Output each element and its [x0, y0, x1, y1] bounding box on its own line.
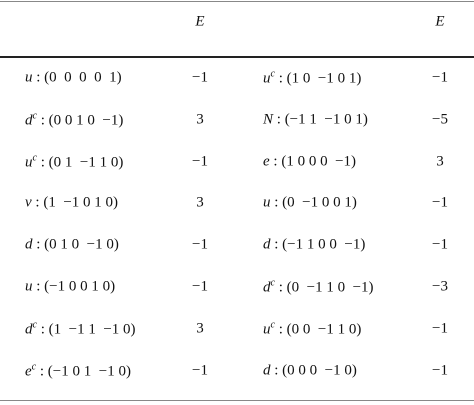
superscript: c: [270, 319, 275, 331]
particle: u: [263, 321, 271, 338]
particle-cell: u : (0 −1 0 0 1): [263, 195, 357, 212]
particle-cell: dc : (0 −1 1 0 −1): [263, 278, 374, 297]
particle-cell: d : (0 1 0 −1 0): [25, 237, 119, 254]
e-value: −1: [432, 236, 448, 253]
particle-cell: u : (0 0 0 0 1): [25, 70, 122, 87]
particle: e: [263, 153, 270, 170]
separator: :: [274, 279, 287, 296]
superscript: c: [32, 319, 37, 331]
particle: u: [25, 278, 33, 295]
header-rule: [0, 56, 474, 58]
charge-vector: (0 0 0 −1 0): [282, 362, 357, 379]
e-value: −5: [432, 111, 448, 128]
separator: :: [274, 70, 287, 87]
e-value: −1: [192, 278, 208, 295]
particle: e: [25, 363, 32, 380]
particle: u: [25, 154, 33, 171]
charge-vector: (1 0 −1 0 1): [286, 70, 362, 87]
separator: :: [32, 236, 45, 253]
separator: :: [269, 153, 282, 170]
particle-cell: d : (0 0 0 −1 0): [263, 362, 357, 379]
e-value: −1: [432, 69, 448, 86]
charge-vector: (0 −1 0 0 1): [282, 194, 357, 211]
charge-vector: (1 −1 1 −1 0): [48, 321, 136, 338]
charge-vector: (−1 0 1 −1 0): [47, 363, 131, 380]
particle-cell: ec : (−1 0 1 −1 0): [25, 361, 131, 380]
charge-vector: (0 −1 1 0 −1): [286, 279, 374, 296]
separator: :: [31, 194, 44, 211]
charge-vector: (−1 1 −1 0 1): [284, 111, 368, 128]
particle-cell: dc : (0 0 1 0 −1): [25, 110, 123, 129]
particle-cell: N : (−1 1 −1 0 1): [263, 111, 368, 128]
superscript: c: [270, 68, 275, 80]
separator: :: [36, 321, 49, 338]
particle: d: [25, 236, 33, 253]
e-value: 3: [196, 194, 204, 211]
e-value: 3: [436, 153, 444, 170]
particle: d: [25, 112, 33, 129]
header-cell: E: [195, 13, 205, 30]
particle-cell: uc : (0 1 −1 1 0): [25, 152, 123, 171]
separator: :: [270, 362, 283, 379]
particle: u: [263, 194, 271, 211]
particle-cell: uc : (0 0 −1 1 0): [263, 319, 361, 338]
particle: d: [263, 236, 271, 253]
e-value: −1: [192, 362, 208, 379]
particle: u: [263, 70, 271, 87]
e-value: −1: [192, 69, 208, 86]
e-value: −1: [432, 320, 448, 337]
superscript: c: [270, 277, 275, 289]
header-cell: E: [435, 13, 445, 30]
charge-vector: (0 0 −1 1 0): [286, 321, 362, 338]
separator: :: [273, 111, 285, 128]
separator: :: [36, 363, 48, 380]
charge-vector: (1 −1 0 1 0): [43, 194, 119, 211]
e-value: −1: [192, 236, 208, 253]
particle-cell: d : (−1 1 0 0 −1): [263, 237, 365, 254]
particle-cell: e : (1 0 0 0 −1): [263, 153, 356, 170]
e-value: −1: [192, 153, 208, 170]
superscript: c: [32, 110, 37, 122]
charge-vector: (0 0 1 0 −1): [48, 112, 124, 129]
particle-cell: u : (−1 0 0 1 0): [25, 279, 115, 296]
particle: d: [25, 321, 33, 338]
e-value: 3: [196, 111, 204, 128]
e-value: 3: [196, 320, 204, 337]
separator: :: [32, 278, 45, 295]
charge-vector: (0 0 0 0 1): [44, 69, 122, 86]
superscript: c: [32, 152, 37, 164]
separator: :: [36, 154, 49, 171]
separator: :: [270, 194, 283, 211]
particle: N: [263, 111, 274, 128]
particle: u: [25, 69, 33, 86]
particle: ν: [25, 194, 32, 211]
charge-vector: (−1 1 0 0 −1): [282, 236, 366, 253]
superscript: c: [31, 361, 37, 373]
particle-cell: uc : (1 0 −1 0 1): [263, 69, 361, 88]
separator: :: [36, 112, 49, 129]
separator: :: [274, 321, 287, 338]
e-value: −1: [432, 194, 448, 211]
particle: d: [263, 279, 271, 296]
top-rule: [0, 1, 474, 2]
separator: :: [32, 69, 45, 86]
charge-vector: (0 1 0 −1 0): [44, 236, 119, 253]
particle: d: [263, 362, 271, 379]
particle-cell: dc : (1 −1 1 −1 0): [25, 319, 136, 338]
e-value: −3: [432, 278, 448, 295]
charge-vector: (0 1 −1 1 0): [48, 154, 124, 171]
particle-cell: ν : (1 −1 0 1 0): [25, 195, 118, 212]
separator: :: [270, 236, 283, 253]
charge-vector: (1 0 0 0 −1): [281, 153, 357, 170]
bottom-rule: [0, 400, 474, 401]
e-value: −1: [432, 362, 448, 379]
charge-vector: (−1 0 0 1 0): [44, 278, 116, 295]
